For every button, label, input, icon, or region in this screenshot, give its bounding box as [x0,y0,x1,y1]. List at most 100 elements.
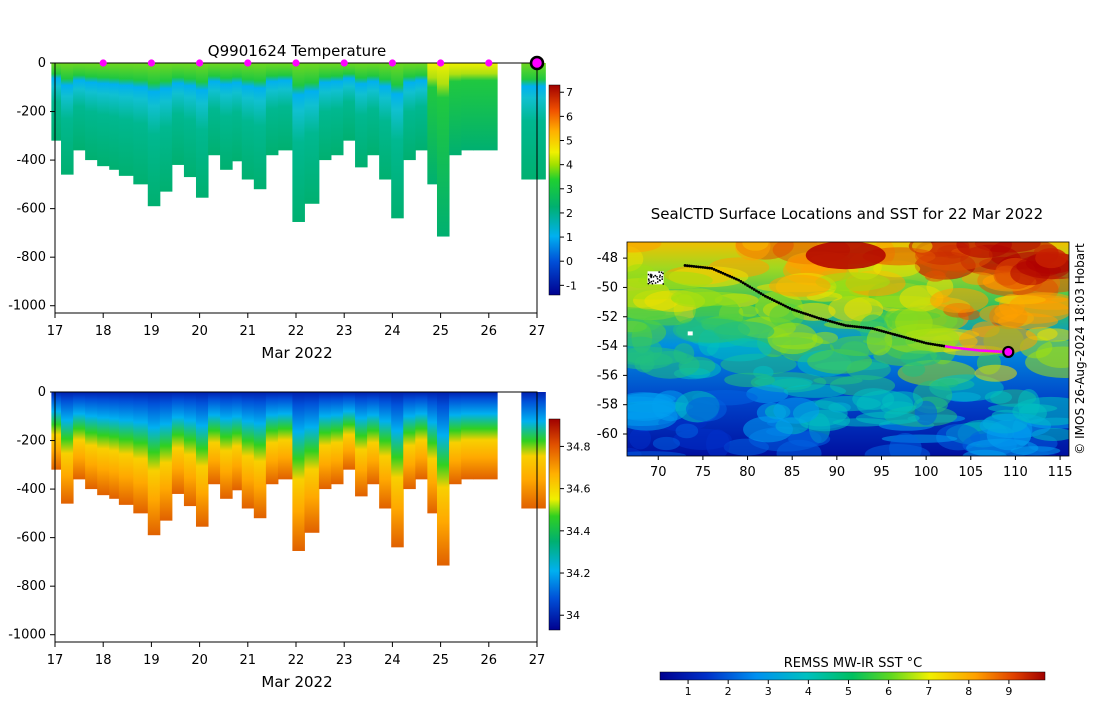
x-tick-label: 70 [650,465,667,480]
salinity-profile [51,392,62,470]
salinity-x-label: Mar 2022 [261,673,332,691]
salinity-profile [171,392,185,494]
temperature-profile [241,63,255,180]
sst-patch [671,291,751,306]
sst-patch [706,338,772,362]
track-point [967,347,970,351]
track-point [788,306,792,310]
island-detail [651,282,654,285]
island-detail [652,280,655,282]
temperature-profile [277,63,293,151]
salinity-profile [355,392,368,497]
y-tick-label: -52 [597,310,618,325]
track-point [743,282,747,286]
track-point [699,265,703,269]
track-point [726,273,729,277]
temperature-x-label: Mar 2022 [261,344,332,362]
seal-track [683,264,1015,359]
sst-patch [1012,396,1069,426]
sst-patch [979,304,1019,323]
salinity-profile [342,392,356,470]
sst-colorbar [659,671,1046,681]
island-detail [649,275,652,277]
sst-patch [634,355,655,373]
track-point [929,342,932,346]
warm-core [1035,248,1068,269]
island-detail [654,282,657,284]
track-point [688,264,691,268]
track-point [777,301,781,305]
temperature-profile [292,63,305,222]
x-tick-label: 95 [873,465,890,480]
surface-marker [485,59,493,67]
x-tick-label: 23 [336,324,353,339]
track-point [801,311,805,315]
sst-patch [723,438,770,456]
sst-patch [627,242,662,253]
island-detail [650,275,653,278]
track-point [784,304,787,308]
island-detail [660,271,663,274]
sst-patch [627,392,676,421]
sst-patch [832,418,891,427]
track-point [808,313,812,317]
salinity-profile [318,392,332,490]
temperature-y-ticks: 0 -200 -400 -600 -800 -1000 [8,56,55,314]
surface-marker [244,59,252,67]
track-point [955,346,959,350]
x-tick-label: 24 [384,324,401,339]
track-point [752,288,756,291]
track-point [991,349,995,353]
x-tick-label: 90 [829,465,846,480]
track-point [953,346,957,350]
salinity-profile [391,392,404,548]
salinity-profile [159,392,173,521]
sst-patch [959,325,1038,354]
x-tick-label: 80 [739,465,756,480]
temperature-profile [232,63,243,162]
temperature-title: Q9901624 Temperature [208,42,386,60]
track-point [909,337,912,341]
track-point [882,330,886,333]
sst-patch [937,378,959,388]
colorbar-tick-label: 34.2 [566,567,591,580]
salinity-profile [208,392,221,485]
y-tick-label: -400 [16,482,46,497]
track-point [694,265,698,269]
sst-field [627,242,1069,456]
salinity-profile [379,392,392,509]
salinity-profile [461,392,474,480]
sst-patch [811,331,839,345]
track-point [828,319,832,323]
temperature-profile [473,63,498,151]
track-point [683,264,687,267]
track-point [723,272,727,276]
temperature-profile [304,63,320,204]
track-point [893,333,897,336]
colorbar-tick-label: 3 [566,183,573,196]
sst-colorbar-label: REMSS MW-IR SST °C [784,656,923,671]
temperature-profile [51,63,62,141]
salinity-profile [147,392,161,536]
track-point [770,298,774,301]
island-detail [656,276,658,278]
colorbar-tick-label: 6 [885,685,892,698]
sst-patch [675,318,751,343]
island-detail [659,274,661,277]
track-point [958,346,962,350]
x-tick-label: 25 [432,653,449,668]
track-point [719,270,723,274]
y-tick-label: -48 [597,251,618,266]
track-point [766,295,770,299]
track-point [786,305,790,309]
salinity-y-ticks: 0 -200 -400 -600 -800 -1000 [8,385,55,643]
x-tick-label: 19 [143,653,160,668]
x-tick-label: 21 [240,324,257,339]
island-detail [647,273,650,276]
track-point [844,324,848,327]
y-tick-label: -600 [16,531,46,546]
track-point [857,325,861,329]
track-point [987,349,991,353]
y-tick-label: -56 [597,368,618,383]
track-point [839,322,843,326]
